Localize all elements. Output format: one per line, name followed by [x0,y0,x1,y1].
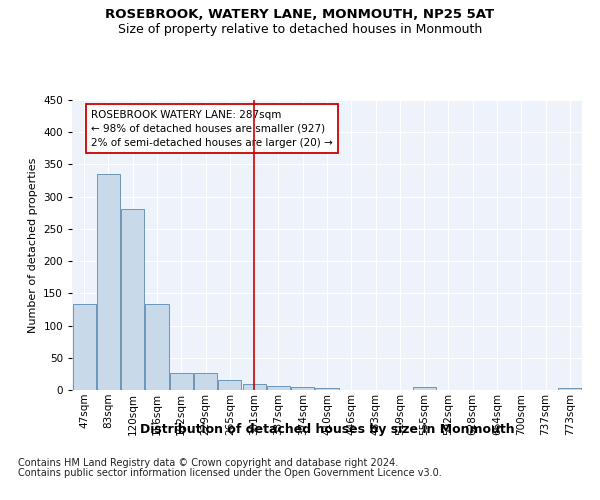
Bar [267,386,290,390]
Text: ROSEBROOK WATERY LANE: 287sqm
← 98% of detached houses are smaller (927)
2% of s: ROSEBROOK WATERY LANE: 287sqm ← 98% of d… [91,110,333,148]
Bar [145,304,169,390]
Bar [413,388,436,390]
Bar [170,373,193,390]
Bar [121,209,144,390]
Bar [73,304,95,390]
Text: Size of property relative to detached houses in Monmouth: Size of property relative to detached ho… [118,22,482,36]
Bar [218,380,241,390]
Text: ROSEBROOK, WATERY LANE, MONMOUTH, NP25 5AT: ROSEBROOK, WATERY LANE, MONMOUTH, NP25 5… [106,8,494,20]
Text: Contains HM Land Registry data © Crown copyright and database right 2024.: Contains HM Land Registry data © Crown c… [18,458,398,468]
Bar [242,384,266,390]
Text: Distribution of detached houses by size in Monmouth: Distribution of detached houses by size … [140,422,514,436]
Bar [291,387,314,390]
Bar [97,174,120,390]
Text: Contains public sector information licensed under the Open Government Licence v3: Contains public sector information licen… [18,468,442,477]
Bar [559,388,581,390]
Bar [316,388,338,390]
Bar [194,373,217,390]
Y-axis label: Number of detached properties: Number of detached properties [28,158,38,332]
